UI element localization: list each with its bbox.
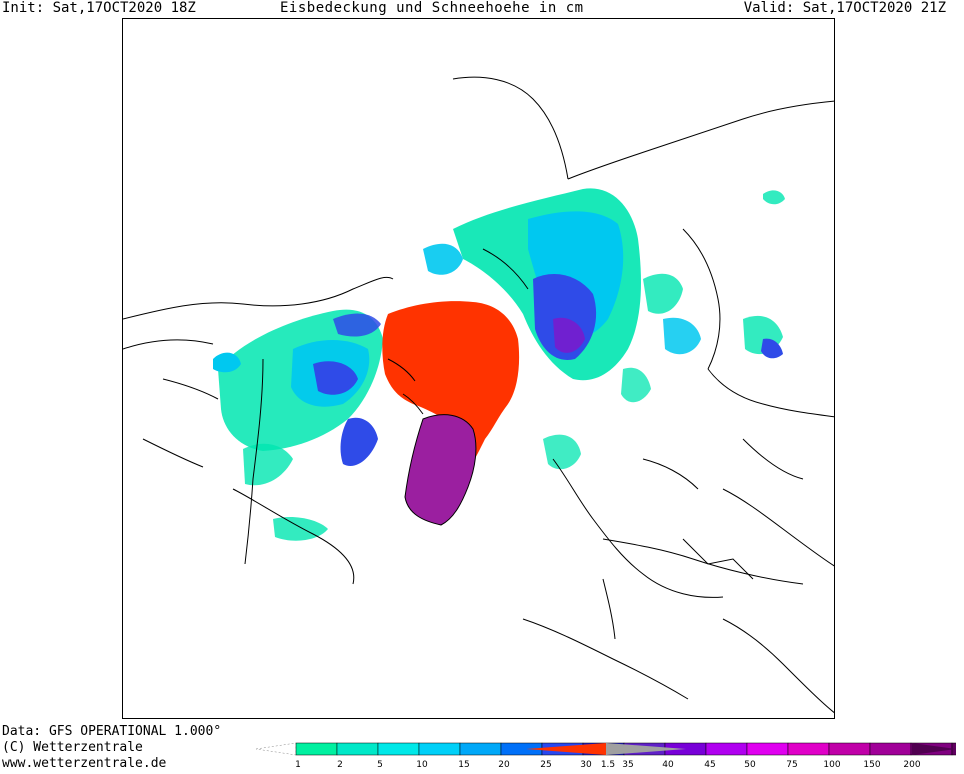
legend-swatch <box>418 742 461 756</box>
legend-swatch <box>828 742 871 756</box>
legend-tick-label: 150 <box>863 760 881 770</box>
website-link[interactable]: www.wetterzentrale.de <box>2 756 167 771</box>
color-scale-legend: 1 2 5 10 15 20 25 30 1.5 35 40 45 50 75 100 150 200 <box>256 741 956 774</box>
legend-swatch <box>377 742 420 756</box>
legend-tick-label: 2 <box>337 760 343 770</box>
legend-swatch <box>787 742 830 756</box>
scale-start-arrow <box>256 742 297 756</box>
legend-tick-label: 25 <box>540 760 552 770</box>
legend-tick-label: 15 <box>458 760 470 770</box>
map-outlines <box>123 76 834 714</box>
copyright-label: (C) Wetterzentrale <box>2 740 143 755</box>
legend-tick-label: 20 <box>498 760 510 770</box>
legend-swatch <box>459 742 502 756</box>
arctic-sea-ice <box>382 301 520 479</box>
ice-fade-wedge <box>606 743 686 755</box>
legend-swatch <box>746 742 789 756</box>
valid-time-label: Valid: Sat,17OCT2020 21Z <box>743 0 946 16</box>
legend-tick-label: 30 <box>580 760 592 770</box>
snow-north-america <box>213 309 383 541</box>
ice-scale-wedge <box>526 743 606 755</box>
legend-tick-label: 50 <box>744 760 756 770</box>
legend-swatch <box>295 742 338 756</box>
legend-tick-label: 40 <box>662 760 674 770</box>
color-scale-bar <box>256 742 956 756</box>
legend-tick-label: 45 <box>704 760 716 770</box>
greenland-ice-sheet <box>405 414 476 525</box>
map-canvas <box>123 76 834 714</box>
legend-tick-label: 1 <box>295 760 301 770</box>
legend-tick-label: 10 <box>416 760 428 770</box>
polar-map <box>122 18 835 719</box>
legend-tick-label: 5 <box>377 760 383 770</box>
legend-swatch <box>869 742 912 756</box>
scale-end-arrow <box>912 743 956 755</box>
legend-swatch <box>705 742 748 756</box>
legend-tick-label: 1.5 <box>600 760 616 770</box>
legend-swatch <box>336 742 379 756</box>
map-title: Eisbedeckung und Schneehoehe in cm <box>280 0 584 16</box>
legend-tick-label: 200 <box>903 760 921 770</box>
data-source-label: Data: GFS OPERATIONAL 1.000° <box>2 724 222 739</box>
legend-tick-label: 75 <box>786 760 798 770</box>
snow-siberia <box>423 188 785 470</box>
init-time-label: Init: Sat,17OCT2020 18Z <box>2 0 196 16</box>
legend-tick-label: 35 <box>622 760 634 770</box>
legend-tick-label: 100 <box>823 760 841 770</box>
